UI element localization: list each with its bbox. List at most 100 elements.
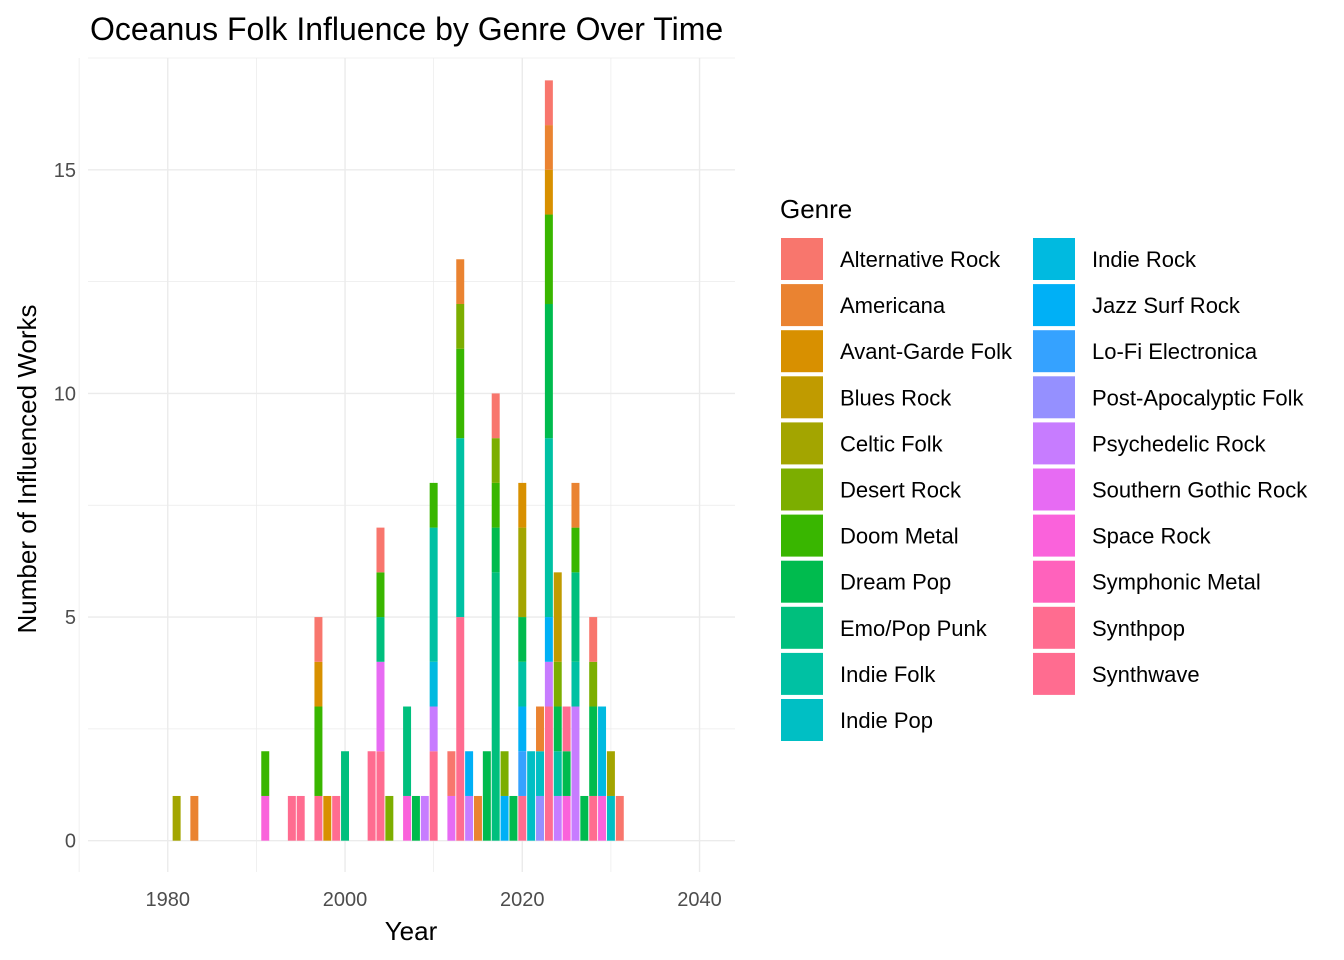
legend-label: Lo-Fi Electronica (1092, 339, 1258, 364)
legend-label: Emo/Pop Punk (840, 616, 988, 641)
bar-segment (580, 795, 589, 841)
bar-segment (615, 795, 624, 841)
bar-segment (553, 751, 562, 796)
bar-segment (500, 751, 509, 796)
bar-segment (527, 751, 536, 841)
bar-segment (376, 751, 385, 841)
bar-segment (544, 438, 553, 618)
bar-segment (518, 527, 527, 618)
bar-segment (429, 751, 438, 841)
bar-segment (341, 751, 350, 841)
legend-label: Indie Rock (1092, 247, 1197, 272)
bar-segment (571, 572, 580, 662)
x-tick-label: 2040 (677, 889, 722, 911)
legend-label: Jazz Surf Rock (1092, 293, 1241, 318)
legend-key (781, 652, 823, 695)
legend-label: Space Rock (1092, 524, 1212, 549)
bar-segment (491, 572, 500, 841)
bar-segment (544, 303, 553, 439)
bar-segment (296, 795, 305, 841)
bar-segment (403, 706, 412, 796)
bar-segment (420, 795, 429, 841)
y-tick-label: 0 (65, 831, 76, 853)
legend-label: Indie Folk (840, 662, 936, 687)
bar-segment (465, 795, 474, 841)
bar-segment (491, 393, 500, 439)
legend-label: Southern Gothic Rock (1092, 478, 1308, 503)
legend-label: Celtic Folk (840, 431, 944, 456)
legend-key (1033, 560, 1075, 603)
bar-segment (491, 438, 500, 483)
legend-key (1033, 606, 1075, 649)
x-axis-ticks: 1980 2000 2020 2040 (146, 889, 722, 911)
bar-segment (376, 617, 385, 662)
bar-segment (562, 751, 571, 796)
bar-segment (491, 482, 500, 528)
bar-segment (376, 572, 385, 618)
legend-label: Psychedelic Rock (1092, 431, 1267, 456)
bar-segment (465, 751, 474, 796)
bar-segment (518, 482, 527, 528)
legend-items: Alternative Rock Americana Avant-Garde Fol… (781, 238, 1308, 741)
legend-key (1033, 376, 1075, 419)
legend-key (781, 376, 823, 419)
legend-key (1033, 330, 1075, 373)
bar-segment (429, 661, 438, 707)
legend: Genre Alternative Rock Americana Avant-Gar… (780, 194, 1308, 741)
x-tick-label: 2000 (323, 889, 368, 911)
bar-segment (536, 706, 545, 752)
legend-label: Synthpop (1092, 616, 1185, 641)
x-tick-label: 1980 (146, 889, 191, 911)
legend-key (781, 699, 823, 741)
bar-segment (385, 795, 394, 841)
legend-label: Symphonic Metal (1092, 570, 1261, 595)
legend-label: Indie Pop (840, 708, 933, 733)
bar-segment (314, 661, 323, 707)
bar-segment (403, 795, 412, 841)
bar-segment (287, 795, 296, 841)
y-tick-label: 5 (65, 607, 76, 629)
bar-segment (491, 527, 500, 573)
bar-segment (544, 661, 553, 707)
bar-segment (456, 303, 465, 349)
bar-segment (473, 795, 482, 841)
bar-segment (429, 482, 438, 528)
bar-segment (544, 125, 553, 170)
bar-segment (376, 527, 385, 573)
legend-key (1033, 284, 1075, 327)
bar-segment (606, 795, 615, 841)
bar-segment (429, 527, 438, 662)
bar-segment (553, 661, 562, 707)
bar-segment (553, 706, 562, 752)
bar-segment (562, 795, 571, 841)
legend-key (781, 330, 823, 373)
bars (172, 80, 624, 841)
legend-label: Post-Apocalyptic Folk (1092, 385, 1305, 410)
bar-segment (571, 482, 580, 528)
legend-key (1033, 238, 1075, 280)
legend-key (781, 606, 823, 649)
legend-key (781, 560, 823, 603)
bar-segment (571, 706, 580, 841)
bar-segment (536, 751, 545, 796)
bar-segment (518, 661, 527, 707)
legend-label: Americana (840, 293, 946, 318)
bar-segment (456, 348, 465, 439)
bar-segment (429, 706, 438, 752)
chart-title: Oceanus Folk Influence by Genre Over Tim… (90, 11, 723, 47)
legend-label: Avant-Garde Folk (840, 339, 1013, 364)
bar-segment (589, 795, 598, 841)
y-tick-label: 10 (54, 383, 76, 405)
bar-segment (536, 795, 545, 841)
bar-segment (314, 706, 323, 796)
bar-segment (544, 214, 553, 304)
bar-segment (598, 795, 607, 841)
bar-segment (589, 706, 598, 796)
bar-segment (544, 80, 553, 126)
bar-segment (190, 795, 199, 841)
bar-segment (562, 706, 571, 752)
legend-key (781, 238, 823, 280)
legend-key (1033, 468, 1075, 511)
bar-segment (553, 572, 562, 662)
legend-label: Desert Rock (840, 478, 962, 503)
